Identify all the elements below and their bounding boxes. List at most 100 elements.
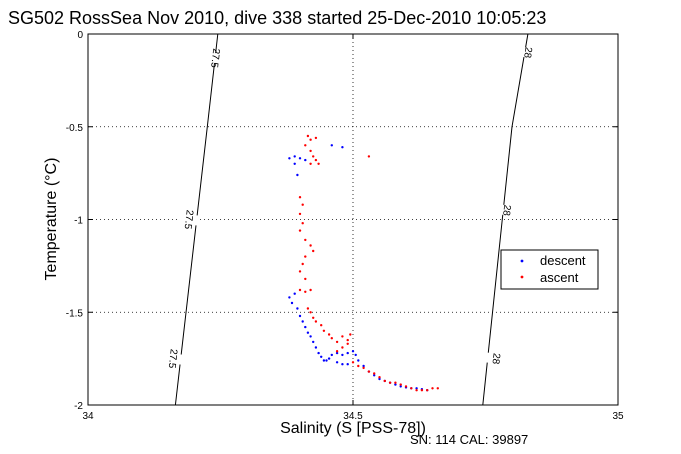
density-contour-label-bg (162, 352, 184, 365)
ascent-point (306, 307, 310, 310)
descent-point (341, 353, 344, 357)
ascent-point (309, 244, 312, 247)
ascent-point (314, 320, 318, 323)
descent-point (373, 374, 376, 377)
descent-point (341, 363, 344, 366)
descent-point (362, 364, 365, 368)
ascent-point (341, 335, 344, 338)
ascent-point (367, 155, 371, 158)
descent-point (399, 385, 402, 388)
descent-point (314, 346, 318, 349)
descent-point (293, 162, 296, 165)
ascent-point (399, 383, 402, 386)
density-contour-label-bg (204, 52, 226, 65)
legend: descent ascent (500, 249, 599, 290)
ascent-point (309, 311, 312, 314)
density-contour-line (174, 33, 219, 406)
ascent-point (301, 262, 304, 266)
descent-point (330, 144, 333, 147)
ascent-point (346, 338, 349, 342)
ascent-point (301, 203, 304, 206)
ascent-point (420, 389, 424, 392)
descent-point (341, 146, 344, 149)
density-contour-label-bg (485, 352, 507, 365)
descent-point (378, 377, 381, 381)
ascent-point (426, 389, 429, 392)
descent-point (288, 157, 291, 160)
ascent-point (388, 381, 392, 384)
ascent-point (304, 255, 307, 258)
ascent-point (404, 385, 408, 388)
x-tick-label: 35 (612, 411, 624, 422)
descent-point (335, 361, 339, 364)
descent-point (301, 320, 304, 323)
ascent-point (298, 212, 302, 216)
density-contour-label: 28 (521, 46, 533, 59)
ascent-point (309, 149, 312, 153)
descent-point (330, 353, 333, 357)
y-tick-label: -2 (74, 401, 83, 412)
descent-point (357, 359, 360, 362)
descent-point (322, 359, 326, 362)
descent-point (354, 353, 357, 357)
ascent-point (367, 370, 371, 373)
ascent-point (304, 277, 307, 281)
y-tick-label: -0.5 (66, 123, 84, 134)
x-tick-label: 34 (82, 411, 94, 422)
descent-point (306, 331, 310, 334)
footer-calibration: SN: 114 CAL: 39897 (410, 432, 528, 447)
ascent-point (317, 162, 320, 165)
ascent-point (327, 333, 331, 336)
ascent-point (298, 229, 302, 232)
ascent-point (341, 346, 344, 349)
y-axis-ticks: 0 -0.5 -1 -1.5 -2 (66, 30, 618, 412)
y-tick-label: -1.5 (66, 308, 84, 319)
density-contour-label: 27.5 (166, 348, 179, 369)
descent-point (298, 314, 302, 318)
descent-point (293, 155, 296, 158)
density-contour-label: 27.5 (182, 209, 195, 230)
descent-point (351, 350, 355, 353)
density-contour-label-bg (517, 46, 539, 59)
y-tick-label: 0 (77, 30, 83, 41)
ascent-point (298, 288, 302, 292)
descent-point (298, 157, 302, 160)
density-contour-label: 28 (489, 352, 501, 365)
ascent-point (314, 158, 318, 162)
ascent-point (301, 222, 304, 225)
ascent-point (298, 196, 302, 199)
ascent-point (351, 361, 355, 364)
descent-point (346, 351, 349, 355)
descent-point (304, 325, 307, 329)
legend-label-descent: descent (540, 253, 586, 268)
ascent-point (298, 270, 302, 273)
ascent-point (304, 290, 307, 293)
ascent-point (312, 155, 315, 158)
x-axis-ticks: 34 34.5 35 (82, 34, 624, 422)
ascent-point (309, 162, 312, 165)
x-axis-label: Salinity (S [PSS-78]) (280, 420, 426, 437)
x-tick-label: 34.5 (343, 411, 363, 422)
descent-point (325, 359, 328, 362)
ascent-point (335, 340, 339, 344)
descent-point (296, 307, 299, 310)
legend-box (500, 249, 599, 290)
descent-point (296, 173, 299, 177)
data-points (288, 134, 439, 392)
chart-title: SG502 RossSea Nov 2010, dive 338 started… (8, 8, 546, 28)
ascent-point (312, 249, 315, 253)
density-contour-line (482, 33, 529, 406)
descent-point (346, 363, 349, 366)
descent-point (288, 296, 291, 299)
descent-point (290, 301, 294, 305)
legend-marker-ascent (520, 275, 524, 279)
ascent-point (431, 387, 434, 390)
axes-area: 27.5 27.5 27.5 28 28 28 34 34.5 35 0 -0.5 -1 -1.5 -… (66, 30, 624, 422)
descent-point (304, 158, 307, 162)
descent-point (317, 351, 320, 355)
descent-point (394, 383, 397, 386)
density-contours: 27.5 27.5 27.5 28 28 28 (162, 33, 539, 406)
legend-label-ascent: ascent (540, 270, 579, 285)
ascent-point (383, 379, 386, 383)
